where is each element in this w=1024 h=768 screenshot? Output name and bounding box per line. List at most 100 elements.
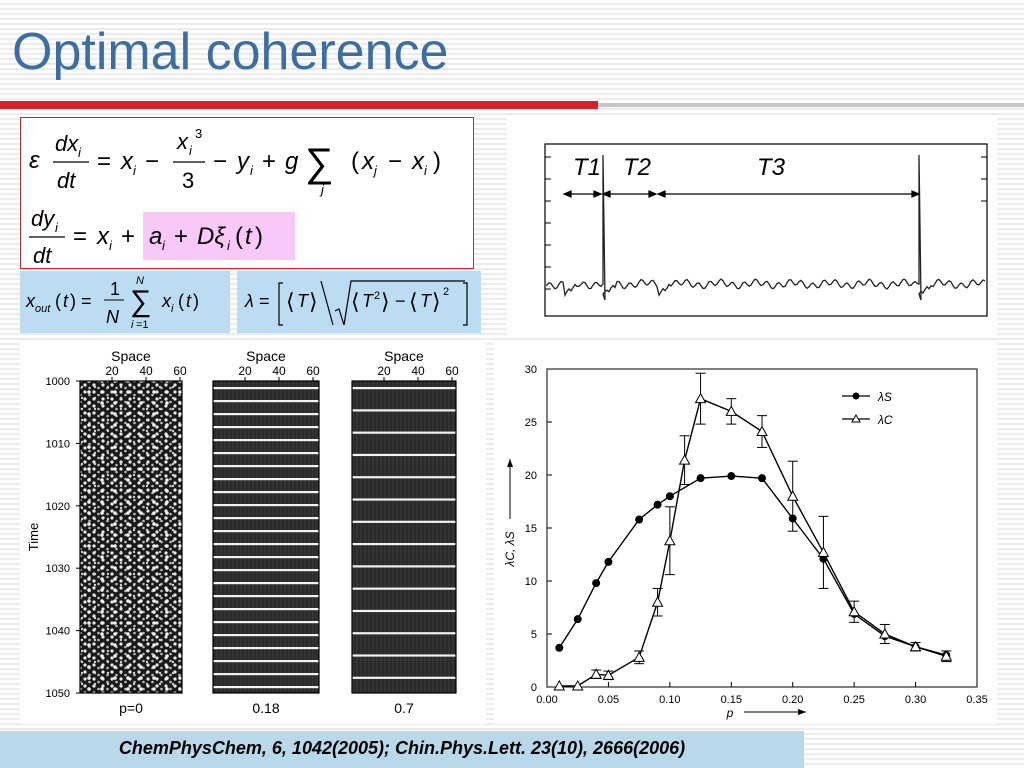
svg-text:−: − [145, 148, 159, 175]
spacetime-frame [79, 380, 183, 694]
y-tick-label: 15 [525, 523, 537, 535]
point-1 [725, 405, 738, 416]
svg-text:1: 1 [110, 279, 120, 299]
lambda-formula-box: λ = ⟨ T ⟩ ⟨ T 2 ⟩ − ⟨ T ⟩ 2 [237, 271, 481, 333]
spike-trace-panel: T1 T2 T3 [507, 117, 997, 337]
spacetime-x-tick-label: 40 [139, 364, 153, 378]
citation-text: ChemPhysChem, 6, 1042(2005); Chin.Phys.L… [118, 738, 686, 758]
svg-text:dt: dt [33, 243, 52, 268]
svg-text:j: j [372, 163, 378, 178]
svg-text:i: i [171, 303, 174, 315]
spacetime-stripe [213, 556, 319, 559]
svg-text:i: i [227, 238, 231, 253]
svg-text:+: + [262, 148, 276, 175]
spacetime-stripe [213, 673, 319, 676]
point-0 [758, 474, 766, 483]
spacetime-y-tick-label: 1040 [46, 626, 70, 638]
point-0 [555, 643, 564, 652]
svg-text:−: − [213, 148, 227, 175]
svg-text:=: = [81, 291, 92, 311]
spacetime-stripe [352, 587, 456, 590]
svg-text:t: t [186, 291, 192, 311]
x-tick-label: 0.15 [721, 694, 742, 706]
spacetime-x-tick-label: 60 [306, 364, 320, 378]
svg-text:−: − [388, 148, 402, 175]
y-tick-label: 10 [525, 576, 537, 588]
svg-text:⟩: ⟩ [381, 289, 390, 314]
trace-waveform [546, 154, 986, 301]
spacetime-x-tick-label: 20 [105, 364, 119, 378]
spacetime-stripe [352, 409, 456, 412]
spacetime-stripe [213, 686, 319, 689]
legend-label-1: λC [877, 413, 893, 427]
point-1 [571, 679, 584, 691]
point-1 [678, 454, 691, 465]
spacetime-stripe [213, 439, 319, 442]
svg-text:(: ( [235, 223, 243, 250]
spacetime-stripe [213, 634, 319, 637]
spacetime-x-tick-label: 20 [238, 364, 252, 378]
svg-text:3: 3 [182, 168, 194, 193]
spacetime-stripe [352, 543, 456, 546]
point-0 [635, 515, 644, 524]
svg-text:): ) [193, 291, 199, 311]
svg-text:dx: dx [55, 131, 79, 156]
noise-highlight [143, 212, 295, 260]
point-1 [651, 596, 664, 607]
spacetime-stripe [213, 504, 319, 507]
svg-text:y: y [235, 148, 251, 175]
svg-text:⟩: ⟩ [432, 289, 441, 314]
spacetime-stripe [213, 517, 319, 520]
svg-text:=: = [259, 291, 270, 311]
spacetime-panel: Space 20 40 60 p=0 Space 20 40 60 0.18 Space 20 40 60… [20, 341, 486, 724]
spacetime-x-tick-label: 20 [377, 364, 391, 378]
spike-trace: T1 T2 T3 [544, 143, 988, 317]
spacetime-stripe [213, 543, 319, 546]
title-rule [0, 101, 598, 109]
spacetime-frame [212, 380, 320, 694]
svg-text:T: T [420, 291, 433, 311]
svg-text:i: i [131, 319, 134, 331]
point-1 [786, 490, 799, 501]
point-0 [653, 500, 662, 509]
y-axis-arrow-head [507, 459, 513, 467]
svg-text:=1: =1 [136, 319, 149, 331]
svg-text:): ) [255, 223, 263, 250]
x-tick-label: 0.00 [536, 694, 557, 706]
spacetime-stripe [213, 621, 319, 624]
svg-text:dy: dy [31, 206, 56, 231]
spacetime-x-tick-label: 60 [173, 364, 187, 378]
svg-text:(: ( [178, 291, 184, 311]
spacetime-stripe [213, 647, 319, 650]
x-tick-label: 0.25 [843, 694, 864, 706]
x-tick-label: 0.20 [782, 694, 803, 706]
svg-text:−: − [395, 291, 406, 311]
svg-text:x: x [25, 291, 36, 311]
svg-text:T: T [297, 291, 310, 311]
svg-text:x: x [161, 291, 172, 311]
spacetime-stripe [213, 413, 319, 416]
spacetime-y-tick-label: 1000 [46, 376, 70, 388]
point-0 [696, 474, 705, 483]
point-1 [590, 668, 602, 679]
svg-text:a: a [149, 223, 162, 250]
spacetime-stripe [213, 426, 319, 429]
interval-label-t2: T2 [623, 154, 651, 181]
spacetime-panel-label: 0.18 [252, 700, 279, 716]
svg-text:t: t [63, 291, 69, 311]
point-1 [817, 546, 830, 557]
spacetime-noise-overlay [80, 381, 182, 693]
spacetime-stripe [352, 498, 456, 501]
spacetime-y-tick-label: 1010 [46, 438, 70, 450]
svg-text:⟨: ⟨ [286, 289, 295, 314]
point-1 [848, 605, 860, 617]
spacetime-y-tick-label: 1050 [46, 688, 70, 700]
title-rule-grey [598, 103, 1024, 107]
svg-text:⟩: ⟩ [309, 289, 318, 314]
svg-text:i: i [250, 163, 254, 178]
